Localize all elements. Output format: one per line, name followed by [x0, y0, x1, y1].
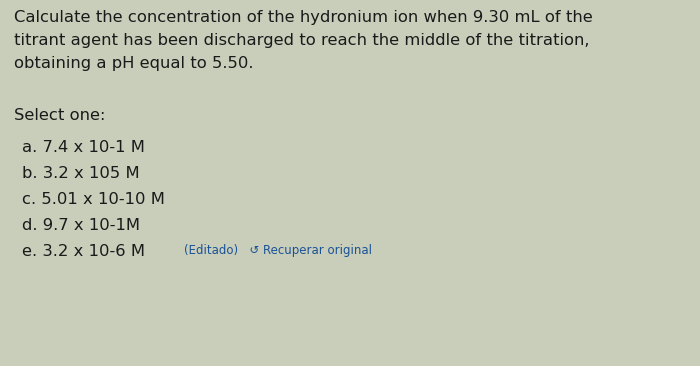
Text: titrant agent has been discharged to reach the middle of the titration,: titrant agent has been discharged to rea…: [14, 33, 589, 48]
Text: b. 3.2 x 105 M: b. 3.2 x 105 M: [22, 166, 139, 181]
Text: Calculate the concentration of the hydronium ion when 9.30 mL of the: Calculate the concentration of the hydro…: [14, 10, 593, 25]
Text: a. 7.4 x 10-1 M: a. 7.4 x 10-1 M: [22, 140, 145, 155]
Text: obtaining a pH equal to 5.50.: obtaining a pH equal to 5.50.: [14, 56, 253, 71]
Text: d. 9.7 x 10-1M: d. 9.7 x 10-1M: [22, 218, 140, 233]
Text: e. 3.2 x 10-6 M: e. 3.2 x 10-6 M: [22, 244, 145, 259]
Text: c. 5.01 x 10-10 M: c. 5.01 x 10-10 M: [22, 192, 165, 207]
Text: (Editado)   ↺ Recuperar original: (Editado) ↺ Recuperar original: [184, 244, 372, 257]
Text: Select one:: Select one:: [14, 108, 106, 123]
